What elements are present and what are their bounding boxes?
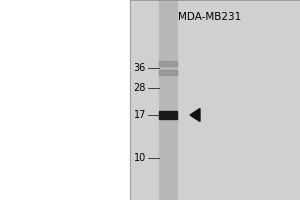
Text: 36: 36 [134, 63, 146, 73]
Polygon shape [190, 108, 200, 121]
Text: 28: 28 [134, 83, 146, 93]
Bar [159, 60, 177, 66]
Text: MDA-MB231: MDA-MB231 [178, 12, 242, 22]
Text: 17: 17 [134, 110, 146, 120]
Bar [130, 0, 300, 200]
Text: 10: 10 [134, 153, 146, 163]
Bar [159, 70, 177, 74]
Bar [130, 0, 300, 200]
Bar [159, 0, 177, 200]
Bar [159, 111, 177, 119]
